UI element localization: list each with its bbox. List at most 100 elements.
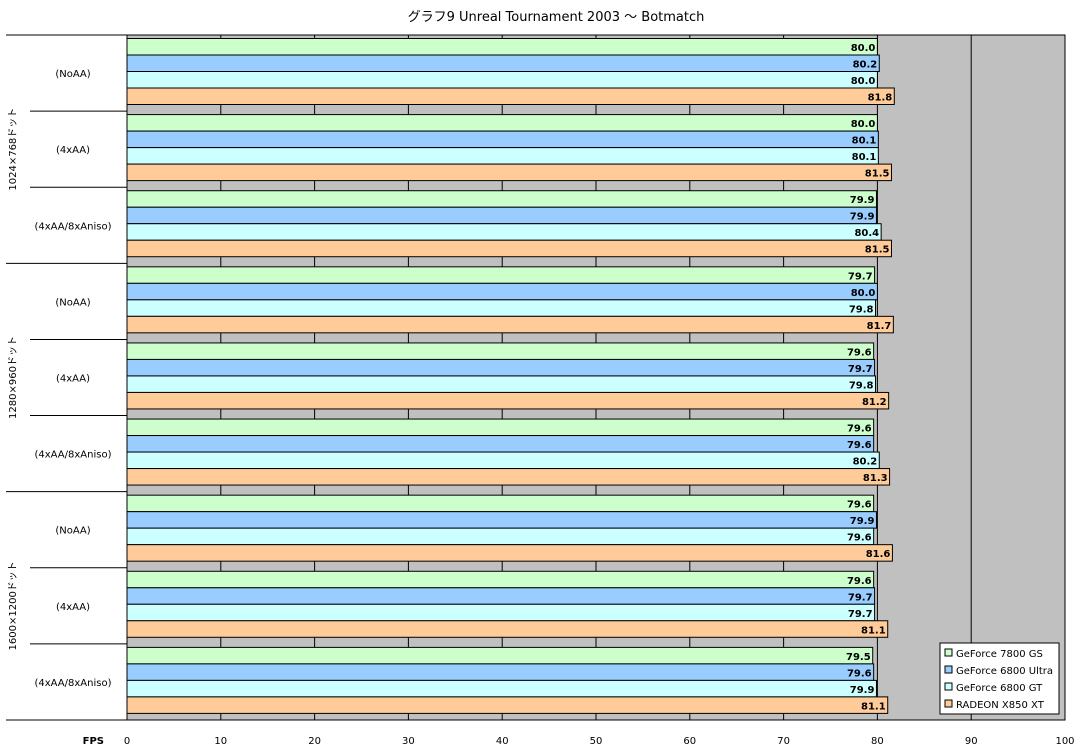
bar bbox=[126, 418, 875, 437]
data-label: 80.0 bbox=[851, 119, 876, 130]
group-label: 1600×1200ドット bbox=[8, 561, 19, 650]
x-tick-label: 80 bbox=[871, 736, 884, 747]
bar bbox=[126, 239, 892, 258]
data-label: 80.0 bbox=[851, 288, 876, 299]
category-label: (NoAA) bbox=[55, 297, 90, 308]
bar bbox=[126, 163, 892, 182]
x-tick-label: 30 bbox=[402, 736, 415, 747]
x-axis-label: FPS bbox=[83, 736, 104, 747]
data-label: 80.0 bbox=[851, 43, 876, 54]
bar bbox=[126, 147, 879, 165]
legend-label: GeForce 6800 GT bbox=[956, 683, 1043, 694]
legend-label: GeForce 6800 Ultra bbox=[956, 666, 1053, 677]
category-label: (4xAA) bbox=[56, 374, 90, 385]
data-label: 79.6 bbox=[847, 533, 872, 544]
data-label: 79.5 bbox=[846, 652, 871, 663]
bar bbox=[126, 494, 875, 513]
data-label: 79.9 bbox=[850, 212, 875, 223]
data-label: 81.1 bbox=[861, 625, 886, 636]
data-label: 80.0 bbox=[851, 76, 876, 87]
legend: GeForce 7800 GS GeForce 6800 Ultra GeForce… bbox=[939, 642, 1060, 715]
data-label: 79.6 bbox=[847, 347, 872, 358]
group-label: 1280×960ドット bbox=[8, 336, 19, 419]
category-label: (NoAA) bbox=[55, 69, 90, 80]
bar bbox=[126, 358, 876, 377]
chart-title: グラフ9 Unreal Tournament 2003 ～ Botmatch bbox=[408, 10, 705, 25]
data-label: 80.4 bbox=[854, 228, 879, 239]
legend-swatch bbox=[944, 648, 953, 657]
category-label: (4xAA/8xAniso) bbox=[35, 678, 112, 689]
category-label: (NoAA) bbox=[55, 526, 90, 537]
data-label: 80.1 bbox=[852, 152, 877, 163]
bar bbox=[126, 435, 875, 453]
data-label: 79.7 bbox=[848, 271, 873, 282]
data-label: 79.7 bbox=[848, 609, 873, 620]
data-label: 81.3 bbox=[863, 473, 888, 484]
data-label: 80.2 bbox=[853, 457, 878, 468]
data-label: 79.7 bbox=[848, 592, 873, 603]
bar bbox=[126, 266, 876, 284]
data-label: 79.6 bbox=[847, 500, 872, 511]
data-label: 81.1 bbox=[861, 701, 886, 712]
bar bbox=[126, 342, 875, 360]
x-tick-label: 60 bbox=[683, 736, 696, 747]
category-label: (4xAA/8xAniso) bbox=[35, 450, 112, 461]
data-label: 81.5 bbox=[865, 169, 890, 180]
bar bbox=[126, 451, 880, 470]
bar bbox=[126, 646, 874, 665]
x-tick-label: 100 bbox=[1055, 736, 1074, 747]
x-tick-label: 20 bbox=[308, 736, 321, 747]
category-label: (4xAA) bbox=[56, 602, 90, 613]
bar bbox=[126, 587, 876, 605]
bar bbox=[126, 603, 876, 622]
data-label: 81.2 bbox=[862, 397, 887, 408]
bar bbox=[126, 696, 889, 714]
data-label: 79.9 bbox=[850, 685, 875, 696]
bar bbox=[126, 38, 878, 56]
legend-swatch bbox=[944, 699, 953, 708]
data-label: 79.7 bbox=[848, 364, 873, 375]
bar bbox=[126, 468, 891, 486]
bar bbox=[126, 223, 882, 241]
data-label: 81.8 bbox=[868, 93, 893, 104]
bar bbox=[126, 190, 877, 208]
bar bbox=[126, 663, 875, 681]
data-label: 79.6 bbox=[847, 440, 872, 451]
x-tick-label: 90 bbox=[965, 736, 978, 747]
data-label: 80.1 bbox=[852, 136, 877, 147]
data-label: 79.6 bbox=[847, 424, 872, 435]
bar bbox=[126, 282, 878, 301]
bar bbox=[126, 679, 877, 698]
legend-swatch bbox=[944, 665, 953, 674]
bar bbox=[126, 570, 875, 589]
data-label: 79.9 bbox=[850, 195, 875, 206]
x-tick-label: 0 bbox=[124, 736, 130, 747]
data-label: 79.8 bbox=[849, 304, 874, 315]
data-label: 79.6 bbox=[847, 668, 872, 679]
data-label: 79.8 bbox=[849, 380, 874, 391]
bar bbox=[126, 315, 894, 334]
data-label: 79.9 bbox=[850, 516, 875, 527]
x-tick-label: 70 bbox=[777, 736, 790, 747]
bar bbox=[126, 299, 877, 317]
bar bbox=[126, 375, 877, 393]
x-tick-label: 10 bbox=[214, 736, 227, 747]
data-label: 81.7 bbox=[867, 321, 892, 332]
group-label: 1024×768ドット bbox=[8, 108, 19, 191]
bar bbox=[126, 71, 878, 89]
bar bbox=[126, 391, 890, 410]
legend-box bbox=[939, 642, 1060, 715]
bar bbox=[126, 544, 893, 562]
axes: 0 10 20 30 40 50 60 70 80 90 100 (NoAA) (4xAA) (4xAA/… bbox=[6, 34, 1075, 747]
data-label: 81.6 bbox=[866, 549, 891, 560]
legend-label: RADEON X850 XT bbox=[956, 700, 1045, 711]
bar bbox=[126, 511, 877, 529]
legend-label: GeForce 7800 GS bbox=[956, 649, 1043, 660]
data-label: 81.5 bbox=[865, 245, 890, 256]
bar bbox=[126, 527, 875, 546]
bar bbox=[126, 54, 880, 72]
bar bbox=[126, 114, 878, 132]
bar bbox=[126, 206, 877, 225]
bars: 80.0 80.2 80.0 81.8 80.0 80.1 80.1 81.5 79.9 79.9… bbox=[126, 38, 895, 714]
